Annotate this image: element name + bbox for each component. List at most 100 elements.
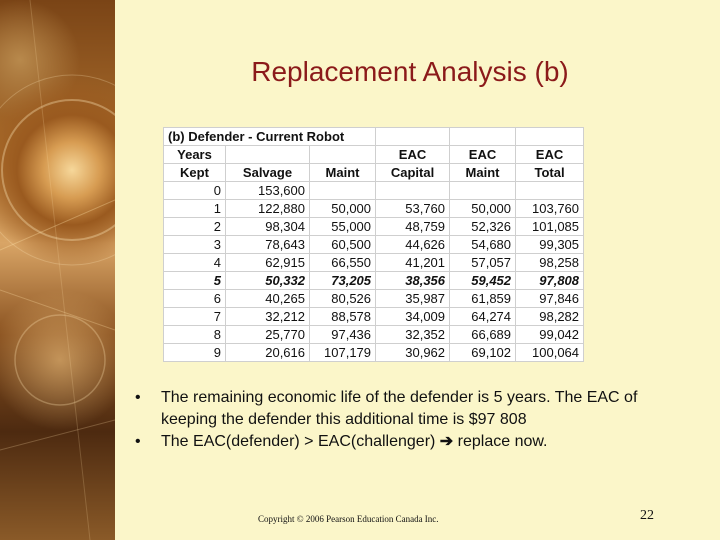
table-cell: Maint bbox=[308, 163, 377, 182]
table-cell: 50,332 bbox=[225, 271, 310, 290]
table-cell: 97,436 bbox=[308, 325, 377, 344]
table-cell: 66,689 bbox=[449, 325, 517, 344]
table-header-row: Kept Salvage Maint Capital Maint Total bbox=[163, 163, 585, 182]
table-cell: 60,500 bbox=[308, 235, 377, 254]
table-cell: 41,201 bbox=[375, 253, 451, 272]
table-cell: 122,880 bbox=[225, 199, 310, 218]
table-cell: 35,987 bbox=[375, 289, 451, 308]
table-row: 3 78,643 60,500 44,626 54,680 99,305 bbox=[163, 235, 585, 254]
table-cell: 38,356 bbox=[375, 271, 451, 290]
bullet-marker: • bbox=[135, 433, 141, 450]
table-cell bbox=[308, 181, 377, 200]
table-cell: 78,643 bbox=[225, 235, 310, 254]
table-cell: 8 bbox=[163, 325, 226, 344]
table-cell: 100,064 bbox=[515, 343, 585, 362]
table-cell: 50,000 bbox=[449, 199, 517, 218]
table-row: 7 32,212 88,578 34,009 64,274 98,282 bbox=[163, 307, 585, 326]
slide-title: Replacement Analysis (b) bbox=[251, 56, 569, 87]
table-cell: 32,212 bbox=[225, 307, 310, 326]
table-cell: EAC bbox=[449, 145, 517, 164]
decision-text-end: replace now. bbox=[453, 433, 548, 450]
table-cell: Years bbox=[163, 145, 226, 164]
table-caption: (b) Defender - Current Robot bbox=[162, 127, 377, 146]
replacement-table-image: (b) Defender - Current Robot Years EAC EAC… bbox=[162, 127, 585, 362]
table-cell: 59,452 bbox=[449, 271, 517, 290]
table-cell: 30,962 bbox=[375, 343, 451, 362]
table-cell: 54,680 bbox=[449, 235, 517, 254]
table-cell: 32,352 bbox=[375, 325, 451, 344]
table-cell: 34,009 bbox=[375, 307, 451, 326]
table-cell bbox=[308, 145, 377, 164]
bullet-list: • The remaining economic life of the def… bbox=[135, 387, 675, 453]
table-cell: 98,258 bbox=[515, 253, 585, 272]
table-row: 0 153,600 bbox=[163, 181, 585, 200]
table-cell: 2 bbox=[163, 217, 226, 236]
table-cell: 44,626 bbox=[375, 235, 451, 254]
table-cell: 0 bbox=[163, 181, 226, 200]
table-body: (b) Defender - Current Robot Years EAC EAC… bbox=[162, 127, 585, 362]
table-cell: 97,846 bbox=[515, 289, 585, 308]
list-item: • The EAC(defender) > EAC(challenger) ➔ … bbox=[135, 431, 675, 453]
table-cell bbox=[515, 181, 585, 200]
list-item: • The remaining economic life of the def… bbox=[135, 387, 675, 431]
table-cell: 99,305 bbox=[515, 235, 585, 254]
table-cell: 3 bbox=[163, 235, 226, 254]
table-cell bbox=[449, 181, 517, 200]
table-cell bbox=[225, 145, 310, 164]
table-cell: 53,760 bbox=[375, 199, 451, 218]
table-header-row: Years EAC EAC EAC bbox=[163, 145, 585, 164]
table-cell: 20,616 bbox=[225, 343, 310, 362]
table-cell: 98,282 bbox=[515, 307, 585, 326]
table-cell: Capital bbox=[375, 163, 451, 182]
table-cell: 80,526 bbox=[308, 289, 377, 308]
table-row: 6 40,265 80,526 35,987 61,859 97,846 bbox=[163, 289, 585, 308]
table-cell: 66,550 bbox=[308, 253, 377, 272]
copyright-notice: Copyright © 2006 Pearson Education Canad… bbox=[258, 514, 439, 524]
table-cell: 64,274 bbox=[449, 307, 517, 326]
table-cell: 25,770 bbox=[225, 325, 310, 344]
decorative-side-image bbox=[0, 0, 115, 540]
table-cell: Salvage bbox=[225, 163, 310, 182]
table-cell: 1 bbox=[163, 199, 226, 218]
table-cell: 40,265 bbox=[225, 289, 310, 308]
right-arrow-icon: ➔ bbox=[439, 433, 454, 450]
table-row: 4 62,915 66,550 41,201 57,057 98,258 bbox=[163, 253, 585, 272]
table-cell: 69,102 bbox=[449, 343, 517, 362]
table-row: 5 50,332 73,205 38,356 59,452 97,808 bbox=[163, 271, 585, 290]
table-cell: 50,000 bbox=[308, 199, 377, 218]
table-cell: 73,205 bbox=[308, 271, 377, 290]
table-cell: 103,760 bbox=[515, 199, 585, 218]
table-cell: EAC bbox=[515, 145, 585, 164]
table-caption-row: (b) Defender - Current Robot bbox=[162, 127, 585, 146]
defender-table: (b) Defender - Current Robot Years EAC EAC… bbox=[162, 127, 585, 362]
table-cell: 153,600 bbox=[225, 181, 310, 200]
table-cell: 88,578 bbox=[308, 307, 377, 326]
table-cell: EAC bbox=[375, 145, 451, 164]
table-cell: 97,808 bbox=[515, 271, 585, 290]
table-row: 8 25,770 97,436 32,352 66,689 99,042 bbox=[163, 325, 585, 344]
table-cell: 6 bbox=[163, 289, 226, 308]
decorative-pattern bbox=[0, 0, 115, 540]
table-cell: 62,915 bbox=[225, 253, 310, 272]
table-cell: 99,042 bbox=[515, 325, 585, 344]
table-cell: 48,759 bbox=[375, 217, 451, 236]
table-cell: 52,326 bbox=[449, 217, 517, 236]
table-cell: 101,085 bbox=[515, 217, 585, 236]
table-cell: 4 bbox=[163, 253, 226, 272]
table-cell bbox=[375, 181, 451, 200]
decision-text-start: The EAC(defender) > EAC(challenger) bbox=[161, 433, 440, 450]
table-row: 2 98,304 55,000 48,759 52,326 101,085 bbox=[163, 217, 585, 236]
table-cell: 61,859 bbox=[449, 289, 517, 308]
table-cell: 5 bbox=[163, 271, 226, 290]
page-number: 22 bbox=[640, 508, 654, 523]
table-cell: 57,057 bbox=[449, 253, 517, 272]
table-row: 1 122,880 50,000 53,760 50,000 103,760 bbox=[163, 199, 585, 218]
table-cell: 7 bbox=[163, 307, 226, 326]
table-row: 9 20,616 107,179 30,962 69,102 100,064 bbox=[163, 343, 585, 362]
table-cell: 98,304 bbox=[225, 217, 310, 236]
bullet-text-economic-life: The remaining economic life of the defen… bbox=[161, 389, 638, 428]
bullet-marker: • bbox=[135, 389, 141, 406]
table-cell: Total bbox=[515, 163, 585, 182]
table-cell: Maint bbox=[449, 163, 517, 182]
bullet-text-decision: The EAC(defender) > EAC(challenger) ➔ re… bbox=[161, 431, 675, 453]
